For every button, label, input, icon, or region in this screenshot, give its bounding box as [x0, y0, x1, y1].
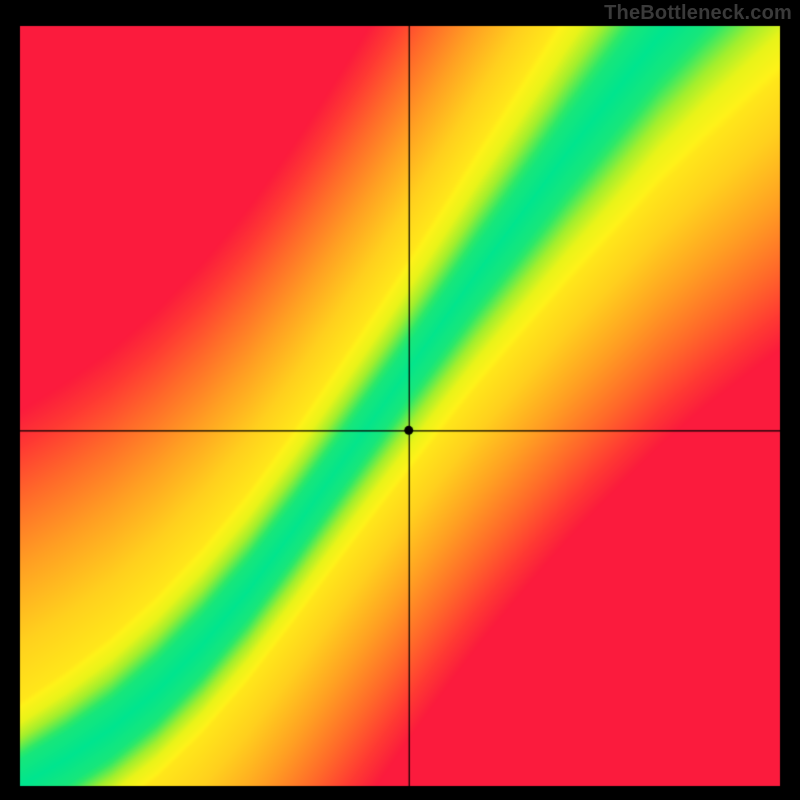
watermark-label: TheBottleneck.com [604, 2, 792, 25]
bottleneck-heatmap [0, 0, 800, 800]
